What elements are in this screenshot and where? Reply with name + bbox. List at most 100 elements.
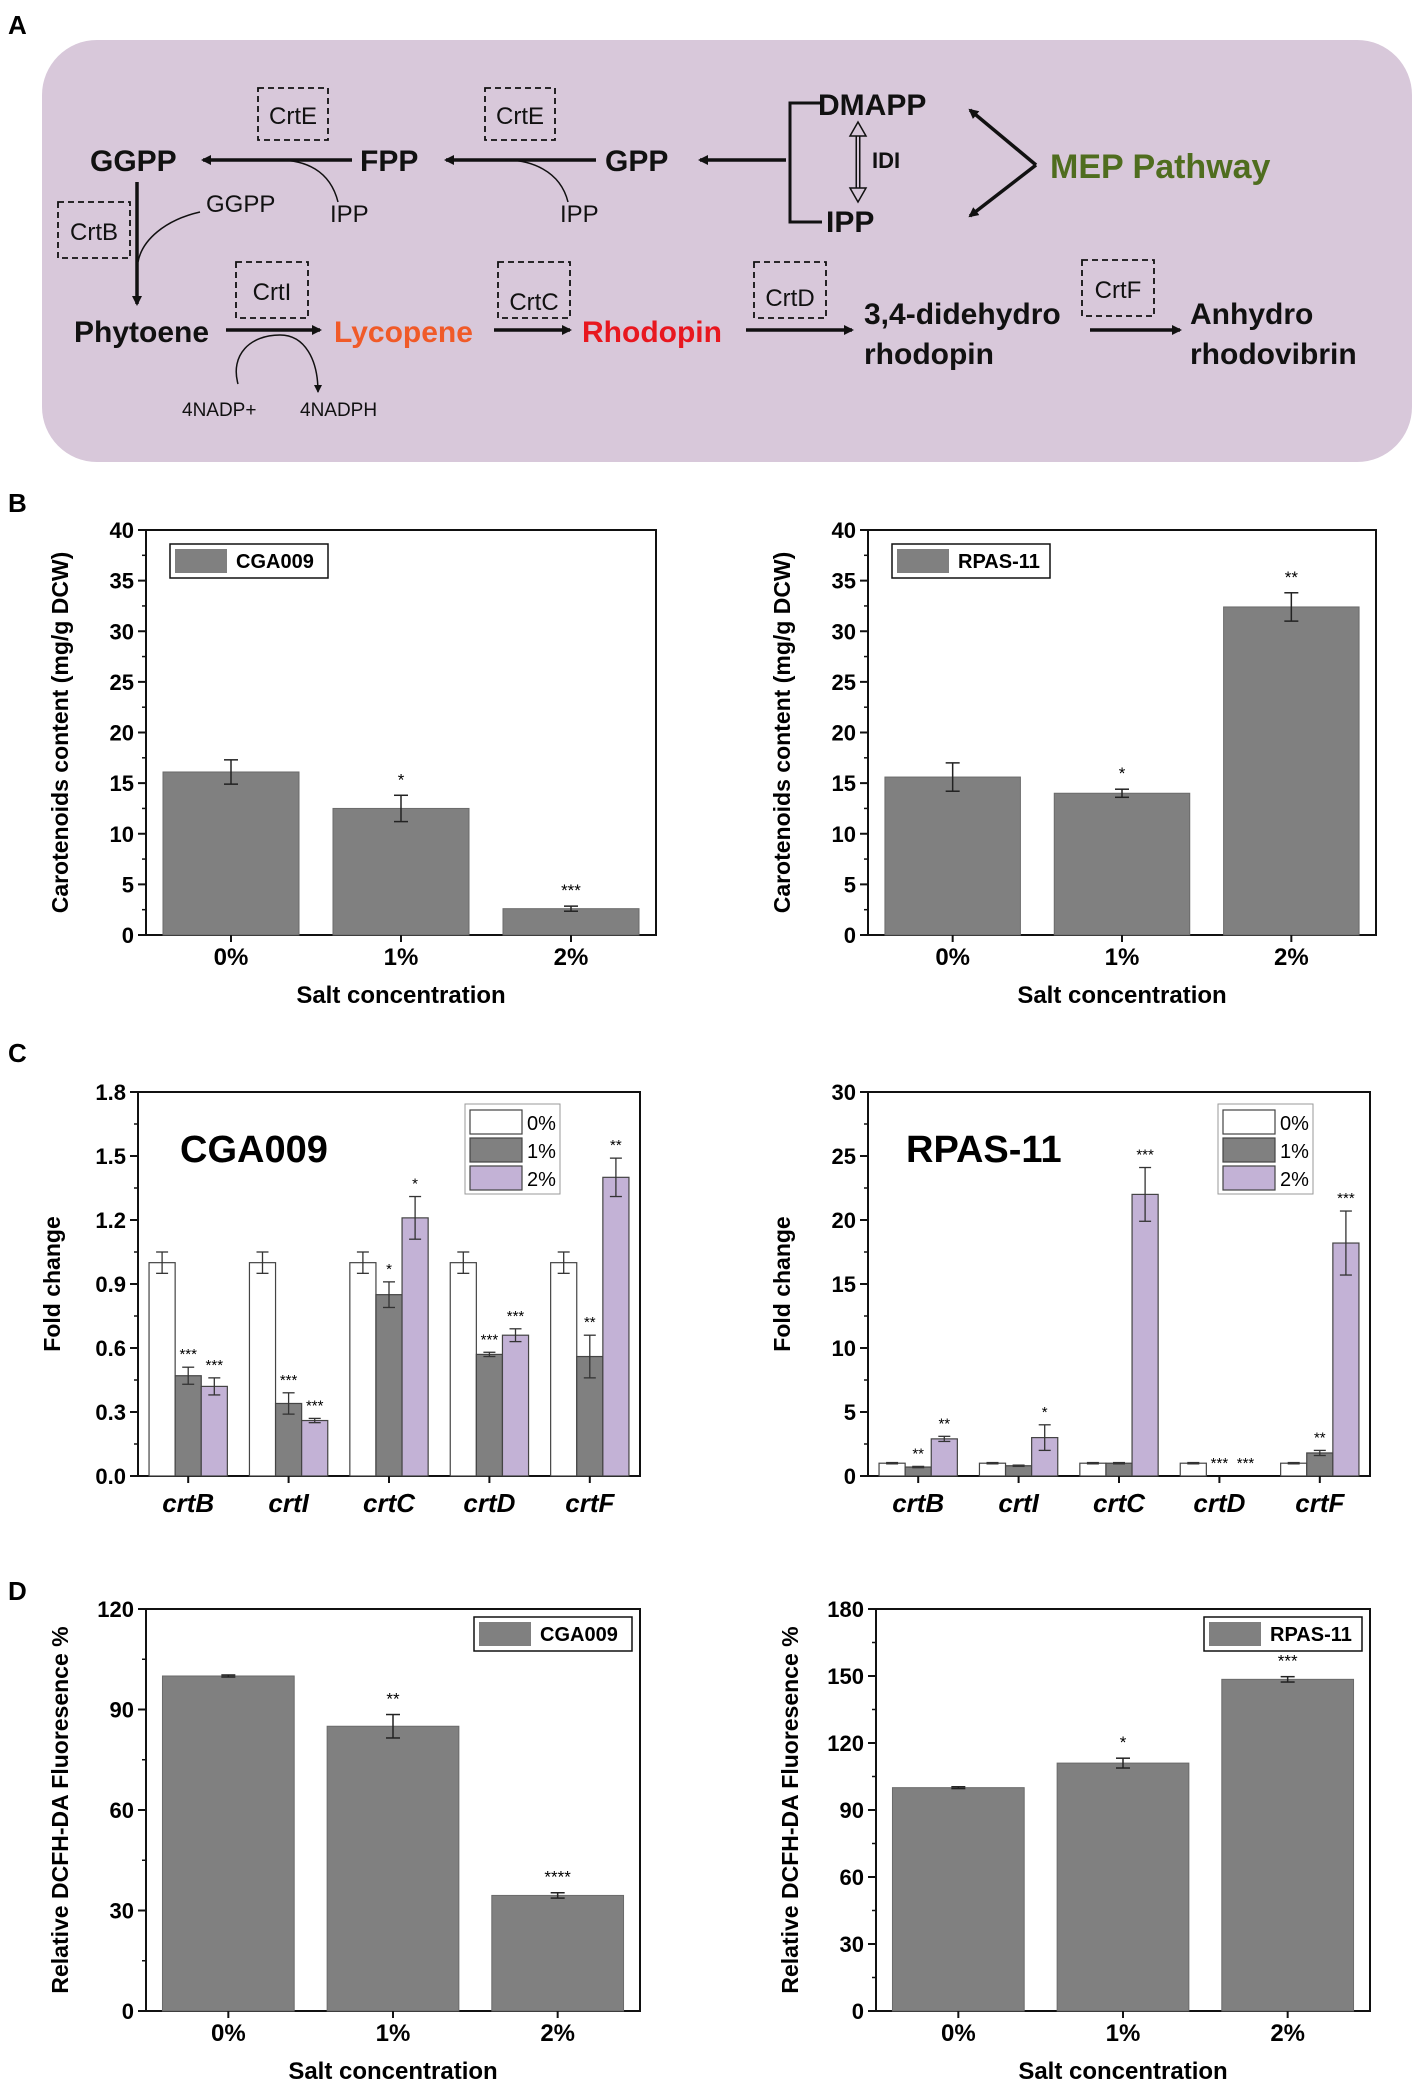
significance-mark: ***: [179, 1346, 197, 1363]
x-axis-label: Salt concentration: [296, 982, 505, 1009]
legend-label: RPAS-11: [958, 551, 1040, 573]
node-fpp: FPP: [360, 145, 418, 178]
legend-swatch: [175, 549, 227, 573]
chart-title: CGA009: [180, 1129, 328, 1171]
bar: [978, 1462, 1007, 1477]
y-tick-label: 15: [832, 1272, 856, 1297]
bar: [550, 1262, 578, 1477]
enzyme-box-crti: [235, 261, 309, 319]
y-axis-label: Fold change: [769, 1216, 795, 1351]
x-tick-label: 0%: [935, 944, 970, 971]
bar: [1179, 1462, 1207, 1477]
significance-mark: **: [610, 1137, 622, 1154]
enzyme-crte-1: CrtE: [269, 103, 317, 130]
y-tick-label: 1.8: [95, 1080, 126, 1105]
bar: [930, 1438, 958, 1477]
bar: [1280, 1462, 1308, 1477]
chart-fold-change-rpas11: 0 5 10 15 20 25 30 Fold change ** ** crtB * crtI *** c…: [769, 1080, 1371, 1518]
x-tick-label: 2%: [1274, 944, 1309, 971]
y-axis-label: Fold change: [39, 1216, 65, 1351]
y-axis-label: Carotenoids content (mg/g DCW): [47, 552, 73, 914]
bar: [148, 1262, 176, 1477]
curve-ipp-1: [277, 159, 339, 203]
x-tick-label: 1%: [1106, 2020, 1141, 2047]
significance-mark: ***: [1211, 1455, 1229, 1472]
panel-label-b: B: [8, 488, 27, 518]
significance-mark: *: [386, 1261, 392, 1278]
enzyme-box-crte-2: [484, 87, 556, 141]
y-tick-label: 180: [827, 1597, 864, 1622]
significance-mark: **: [938, 1415, 950, 1432]
bar: [401, 1217, 429, 1477]
node-gpp: GPP: [605, 145, 668, 178]
legend-label: 0%: [527, 1113, 556, 1135]
enzyme-box-crtd: [753, 261, 827, 319]
cofactor-ipp-2: IPP: [560, 201, 599, 228]
x-tick-label: crtC: [363, 1488, 416, 1518]
x-tick-label: crtB: [162, 1488, 214, 1518]
bar: [891, 1787, 1025, 2012]
x-tick-label: 1%: [1105, 944, 1140, 971]
legend-label: 2%: [527, 1169, 556, 1191]
y-tick-label: 5: [122, 872, 134, 897]
legend-swatch: [469, 1137, 523, 1163]
x-tick-label: 2%: [1270, 2020, 1305, 2047]
bar: [1004, 1465, 1033, 1477]
pathway-background: [42, 40, 1412, 462]
significance-mark: ***: [1337, 1190, 1355, 1207]
significance-mark: **: [1314, 1429, 1326, 1446]
x-axis-label: Salt concentration: [288, 2058, 497, 2085]
node-rhodopin: Rhodopin: [582, 316, 722, 349]
y-axis-label: Relative DCFH-DA Fluoresence %: [47, 1626, 73, 1993]
y-tick-label: 20: [832, 1208, 856, 1233]
y-tick-label: 25: [110, 670, 134, 695]
y-tick-label: 0: [122, 1999, 134, 2024]
x-tick-label: crtD: [463, 1488, 515, 1518]
y-tick-label: 60: [110, 1798, 134, 1823]
bar: [1056, 1762, 1190, 2012]
label-idi: IDI: [872, 148, 900, 173]
cofactor-nadph: 4NADPH: [300, 400, 377, 421]
enzyme-crtb: CrtB: [70, 219, 118, 246]
y-tick-label: 0.3: [95, 1400, 126, 1425]
arrow-mep-dmapp: [968, 108, 1038, 167]
bar: [375, 1294, 403, 1477]
bar: [1079, 1462, 1107, 1477]
bar: [878, 1462, 906, 1477]
x-tick-label: 2%: [540, 2020, 575, 2047]
enzyme-crtd: CrtD: [765, 285, 814, 312]
y-tick-label: 10: [110, 822, 134, 847]
legend-label: 0%: [1280, 1113, 1309, 1135]
enzyme-box-crte-1: [257, 87, 329, 141]
legend-swatch: [1222, 1165, 1276, 1191]
y-tick-label: 30: [832, 619, 856, 644]
significance-mark: ***: [306, 1397, 324, 1414]
bar: [884, 776, 1021, 936]
significance-mark: **: [584, 1314, 596, 1331]
enzyme-crtc: CrtC: [509, 289, 558, 316]
bar: [161, 1675, 295, 2012]
significance-mark: ***: [507, 1308, 525, 1325]
significance-mark: **: [912, 1445, 924, 1462]
bar: [1131, 1193, 1159, 1477]
significance-mark: ****: [544, 1868, 571, 1887]
bar: [326, 1725, 460, 2012]
legend-swatch: [1222, 1137, 1276, 1163]
y-tick-label: 0: [852, 1999, 864, 2024]
x-tick-label: crtI: [268, 1488, 309, 1518]
significance-mark: ***: [561, 881, 581, 900]
bar: [248, 1262, 277, 1477]
panel-label-c: C: [8, 1038, 27, 1068]
node-mep-pathway: MEP Pathway: [1050, 148, 1271, 186]
legend-swatch: [1209, 1622, 1261, 1646]
bar: [200, 1385, 228, 1477]
enzyme-box-crtf: [1081, 259, 1155, 317]
y-tick-label: 30: [832, 1080, 856, 1105]
enzyme-box-crtb: [57, 201, 131, 259]
y-tick-label: 0: [844, 1464, 856, 1489]
node-didehydro-line2: rhodopin: [864, 338, 994, 371]
y-tick-label: 40: [832, 518, 856, 543]
y-tick-label: 30: [110, 1899, 134, 1924]
